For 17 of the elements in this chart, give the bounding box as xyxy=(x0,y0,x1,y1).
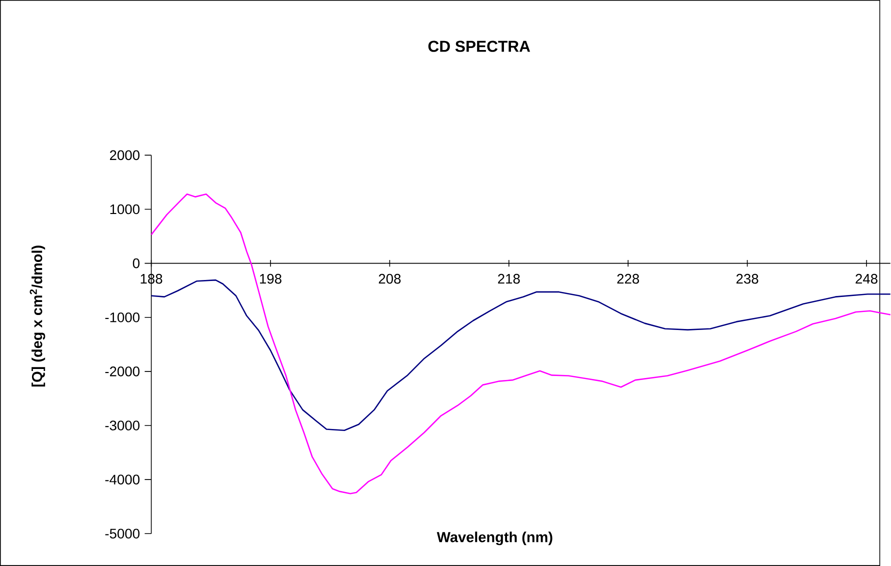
x-tick-label: 208 xyxy=(378,274,401,284)
x-tick-label: 218 xyxy=(498,274,520,284)
y-tick-label: 1000 xyxy=(110,204,140,214)
x-tick-label: 248 xyxy=(856,274,878,284)
y-tick-label: -1000 xyxy=(105,312,140,322)
x-tick-label: 198 xyxy=(260,274,282,284)
x-axis-title: Wavelength (nm) xyxy=(436,532,552,546)
x-tick-label: 238 xyxy=(736,274,758,284)
y-tick-label: 0 xyxy=(132,258,140,268)
y-tick-label: -3000 xyxy=(105,420,140,430)
x-tick-label: 228 xyxy=(617,274,640,284)
y-axis-title: [Q] (deg x cm$^{2}$/dmol) xyxy=(30,246,46,386)
y-tick-label: -5000 xyxy=(105,528,140,539)
y-tick-label: 2000 xyxy=(110,150,140,160)
chart-title: CD SPECTRA xyxy=(428,40,530,52)
y-tick-label: -4000 xyxy=(105,474,140,484)
y-tick-label: -2000 xyxy=(105,366,140,376)
